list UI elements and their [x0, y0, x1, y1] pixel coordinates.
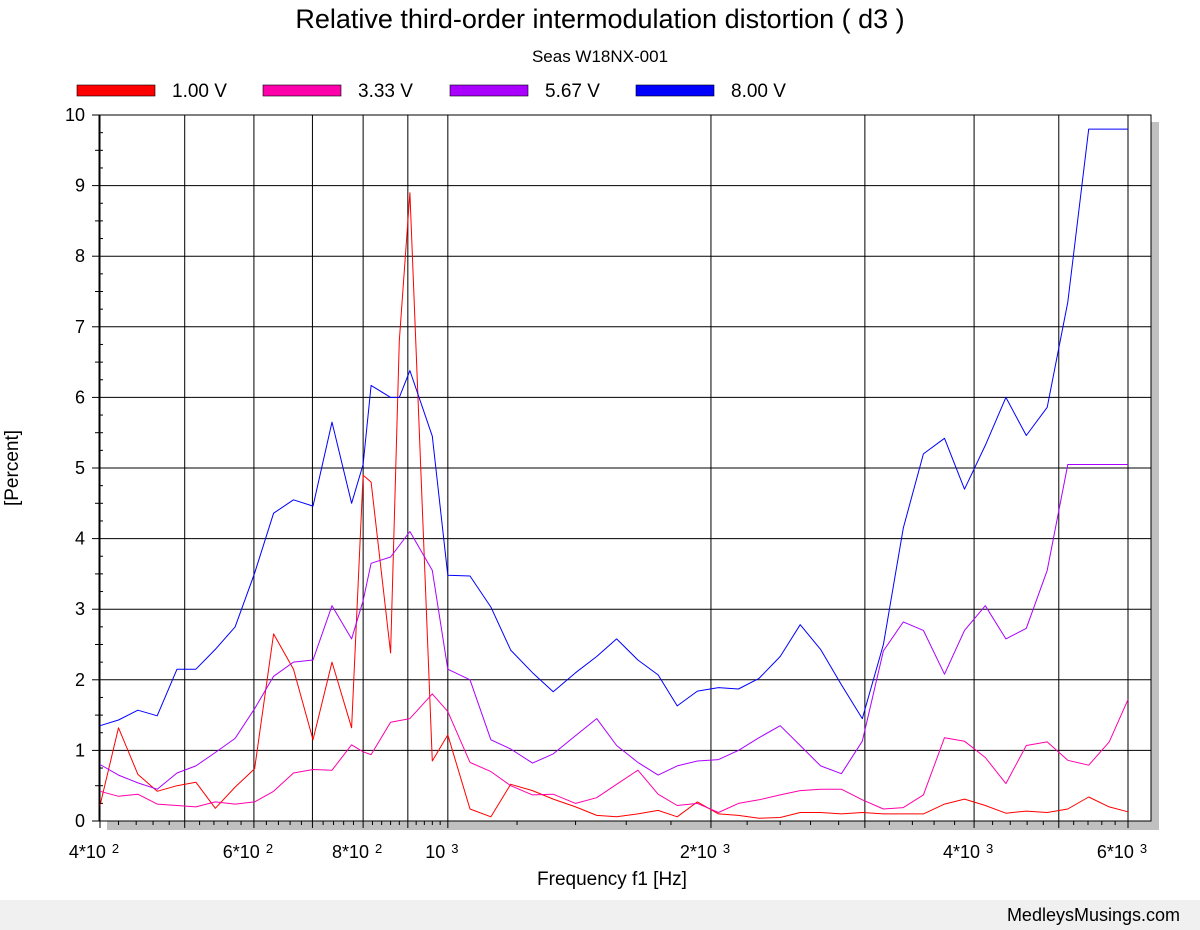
y-tick-label: 9 — [75, 176, 85, 196]
legend-swatch — [262, 84, 342, 97]
grid — [99, 114, 1151, 822]
legend-swatch — [449, 84, 529, 97]
legend-label: 5.67 V — [545, 81, 600, 102]
y-tick-label: 4 — [75, 529, 85, 549]
series-line — [99, 464, 1128, 790]
series-line — [99, 192, 1129, 819]
y-axis-label: [Percent] — [2, 430, 23, 506]
chart: Relative third-order intermodulation dis… — [2, 4, 1159, 890]
y-tick-label: 10 — [65, 105, 85, 125]
x-axis-label: Frequency f1 [Hz] — [537, 869, 687, 890]
chart-title: Relative third-order intermodulation dis… — [295, 4, 904, 34]
legend-label: 8.00 V — [731, 81, 786, 102]
y-tick-label: 3 — [75, 599, 85, 619]
legend-label: 3.33 V — [358, 81, 413, 102]
series-line — [99, 128, 1128, 727]
series-line — [99, 693, 1129, 813]
footer-bar: MedleysMusings.com — [0, 900, 1200, 930]
axes: 0 1 2 3 4 5 6 7 8 9 10 4*10 2 6*10 2 8*10 2 10 3 2*10 3 4*10 3… — [65, 105, 1147, 862]
x-tick-label: 10 3 — [425, 841, 458, 862]
x-tick-label: 4*10 3 — [943, 841, 993, 862]
y-tick-label: 7 — [75, 317, 85, 337]
y-tick-label: 5 — [75, 458, 85, 478]
legend-label: 1.00 V — [172, 81, 227, 102]
legend: 1.00 V 3.33 V 5.67 V 8.00 V — [76, 81, 786, 102]
chart-subtitle: Seas W18NX-001 — [532, 47, 668, 66]
x-tick-label: 6*10 3 — [1097, 841, 1147, 862]
y-tick-label: 6 — [75, 387, 85, 407]
y-tick-label: 0 — [75, 811, 85, 831]
x-tick-label: 6*10 2 — [223, 841, 273, 862]
y-tick-label: 2 — [75, 670, 85, 690]
legend-swatch — [635, 84, 715, 97]
y-tick-label: 1 — [75, 740, 85, 760]
watermark-text: MedleysMusings.com — [1006, 905, 1180, 925]
series-lines — [99, 128, 1129, 819]
x-tick-label: 4*10 2 — [69, 841, 119, 862]
legend-swatch — [76, 84, 156, 97]
x-tick-label: 2*10 3 — [680, 841, 730, 862]
y-tick-label: 8 — [75, 246, 85, 266]
x-tick-label: 8*10 2 — [332, 841, 382, 862]
